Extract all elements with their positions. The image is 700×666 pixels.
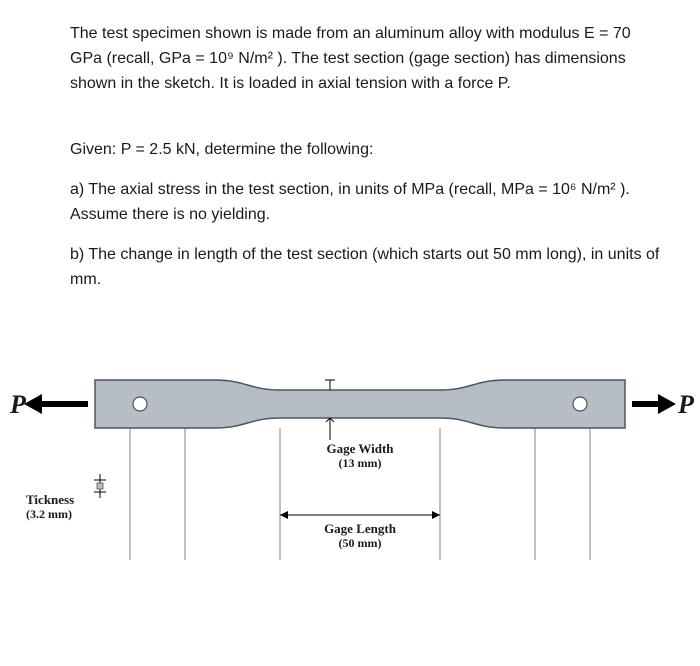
- gage-width-label: Gage Width: [310, 442, 410, 457]
- gage-length-annotation: Gage Length (50 mm): [305, 522, 415, 551]
- paragraph-given: Given: P = 2.5 kN, determine the followi…: [70, 138, 660, 163]
- specimen-svg: [0, 350, 700, 650]
- gage-length-value: (50 mm): [305, 537, 415, 551]
- gage-width-value: (13 mm): [310, 457, 410, 471]
- force-label-right: P: [678, 390, 694, 420]
- paragraph-part-a: a) The axial stress in the test section,…: [70, 178, 660, 228]
- specimen-diagram: P P Gage Width (13 mm) Gage Length (50 m…: [0, 350, 700, 650]
- paragraph-part-b: b) The change in length of the test sect…: [70, 243, 660, 293]
- gage-length-label: Gage Length: [305, 522, 415, 537]
- paragraph-intro: The test specimen shown is made from an …: [70, 22, 660, 96]
- thickness-label: Tickness: [26, 493, 96, 508]
- thickness-annotation: Tickness (3.2 mm): [26, 493, 96, 522]
- force-label-left: P: [10, 390, 26, 420]
- gage-width-annotation: Gage Width (13 mm): [310, 442, 410, 471]
- thickness-value: (3.2 mm): [26, 508, 96, 522]
